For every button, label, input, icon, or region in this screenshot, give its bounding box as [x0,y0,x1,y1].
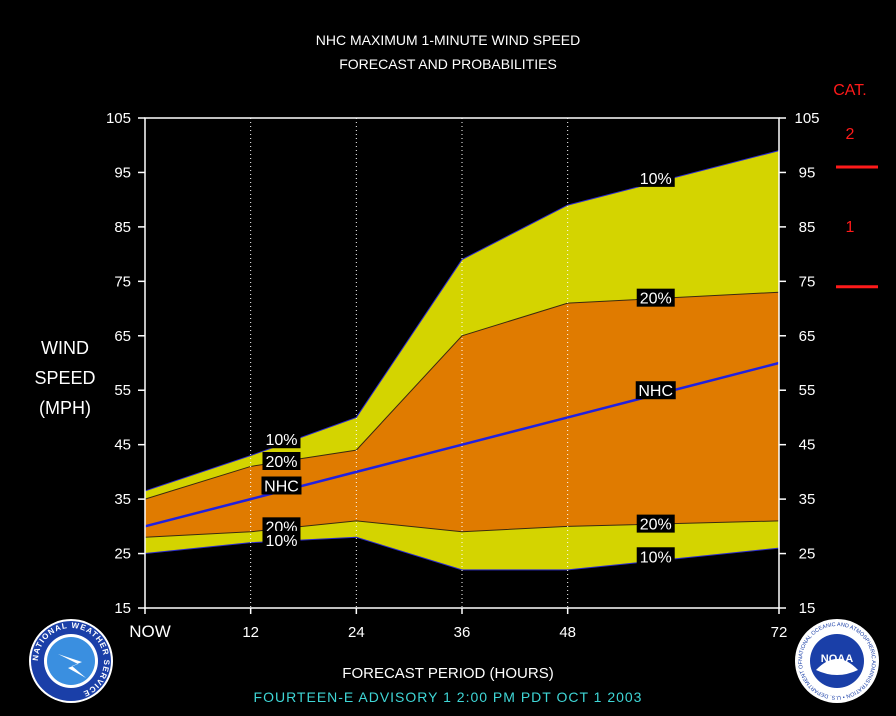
y-tick-label-left: 85 [114,219,131,236]
upper-10pct-edge [144,150,780,492]
nws-logo: NATIONAL WEATHER SERVICE [28,618,114,704]
ylabel-line1: WIND [41,338,89,358]
noaa-logo-text: NOAA [821,653,853,665]
y-tick-label-right: 25 [799,546,816,563]
x-tick-label: 36 [454,624,471,641]
series-label: 10% [640,549,672,566]
xaxis-title: FORECAST PERIOD (HOURS) [342,665,554,682]
series-label: 10% [265,432,297,449]
nhc-forecast-line [144,361,780,528]
y-tick-label-right: 35 [799,491,816,508]
y-tick-label-left: 25 [114,546,131,563]
series-label-bg [636,547,675,566]
series-label-bg [636,168,675,187]
y-tick-label-right: 15 [799,600,816,617]
series-label-bg [262,452,301,470]
series-label-bg [262,530,301,549]
series-label: 10% [265,533,297,550]
lower-20pct-edge [144,520,780,538]
advisory-footer: FOURTEEN-E ADVISORY 1 2:00 PM PDT OCT 1 … [253,689,643,705]
noaa-logo: NATIONAL OCEANIC AND ATMOSPHERIC ADMINIS… [792,614,880,704]
x-tick-label: NOW [129,622,171,641]
y-tick-label-right: 75 [799,273,816,290]
series-label-bg [262,517,301,536]
series-label-bg [636,288,675,307]
category-1-label: 1 [845,219,855,236]
y-tick-label-left: 45 [114,437,131,454]
category-title: CAT. [833,82,867,99]
series-label-bg [261,476,302,495]
y-tick-label-left: 35 [114,491,131,508]
ylabel-line2: SPEED [34,368,96,388]
series-label: 20% [640,291,672,308]
ylabel-line3: (MPH) [39,398,91,418]
y-tick-label-right: 105 [794,110,819,127]
series-label: NHC [264,479,299,496]
chart-title-line1: NHC MAXIMUM 1-MINUTE WIND SPEED [315,32,581,48]
series-label: 10% [640,171,672,188]
category-2-label: 2 [845,126,855,143]
y-tick-label-right: 55 [799,382,816,399]
y-tick-label-left: 95 [114,164,131,181]
y-tick-label-left: 105 [106,110,131,127]
series-label: 20% [265,454,297,471]
series-label-bg [635,381,676,400]
y-tick-label-right: 65 [799,328,816,345]
y-tick-label-right: 45 [799,437,816,454]
series-label-bg [636,514,675,533]
x-tick-label: 24 [348,624,365,641]
x-tick-label: 12 [242,624,259,641]
series-label: NHC [638,383,673,400]
y-tick-label-left: 65 [114,328,131,345]
x-tick-label: 48 [559,624,576,641]
y-tick-label-right: 85 [799,219,816,236]
y-tick-label-left: 75 [114,273,131,290]
y-tick-label-left: 55 [114,382,131,399]
y-tick-label-left: 15 [114,600,131,617]
x-tick-label: 72 [771,624,788,641]
chart-title-line2: FORECAST AND PROBABILITIES [339,56,557,72]
lower-10pct-edge [144,536,780,571]
upper-20pct-edge [144,291,780,500]
series-label: 20% [640,517,672,534]
series-label-bg [262,430,301,449]
y-tick-label-right: 95 [799,164,816,181]
